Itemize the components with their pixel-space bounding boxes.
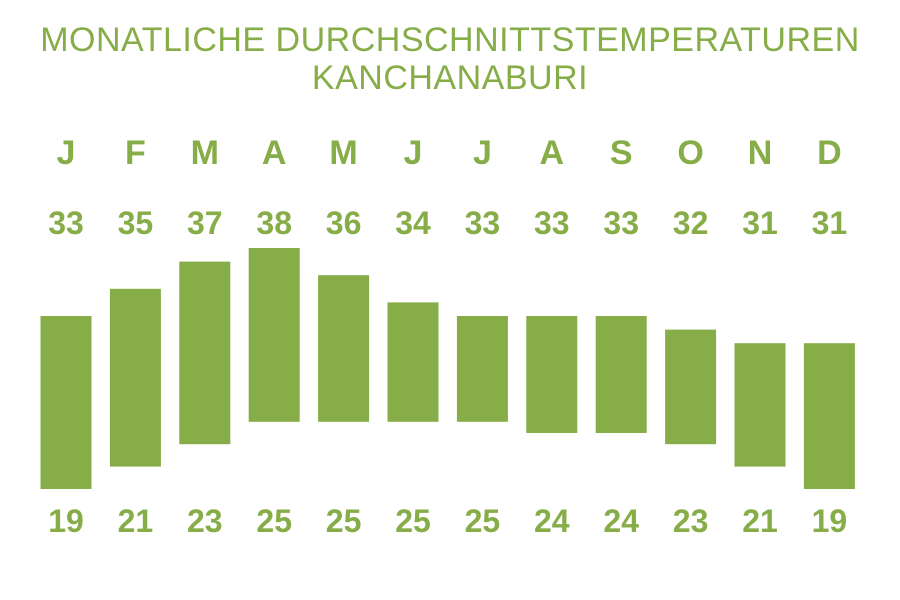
low-temp-label: 23: [187, 503, 223, 539]
high-temp-label: 33: [465, 205, 501, 241]
temperature-range-bar: [526, 316, 578, 433]
chart-title-line2: KANCHANABURI: [311, 59, 589, 97]
month-label: S: [610, 134, 633, 172]
month-label: D: [817, 134, 842, 172]
month-label: O: [677, 134, 703, 172]
month-label: J: [473, 134, 492, 172]
month-label: J: [57, 134, 76, 172]
month-label: A: [262, 134, 287, 172]
low-temp-label: 25: [256, 503, 292, 539]
low-temp-label: 23: [673, 503, 709, 539]
low-temp-label: 24: [603, 503, 639, 539]
temperature-range-bar: [40, 316, 92, 489]
high-temp-label: 32: [673, 205, 709, 241]
temperature-range-bar: [318, 275, 370, 422]
month-label: A: [540, 134, 565, 172]
temperature-range-bar: [734, 343, 786, 467]
chart-title-line1: MONATLICHE DURCHSCHNITTSTEMPERATUREN: [40, 21, 860, 59]
high-temp-label: 31: [812, 205, 848, 241]
month-label: N: [748, 134, 773, 172]
month-label: M: [191, 134, 219, 172]
high-temp-label: 33: [534, 205, 570, 241]
temperature-range-bar: [665, 329, 717, 445]
temperature-range-bar: [595, 316, 647, 433]
temperature-range-bar: [179, 261, 231, 445]
low-temp-label: 25: [465, 503, 501, 539]
high-temp-label: 35: [118, 205, 154, 241]
low-temp-label: 25: [395, 503, 431, 539]
low-temp-label: 21: [742, 503, 778, 539]
low-temp-label: 24: [534, 503, 570, 539]
high-temp-label: 31: [742, 205, 778, 241]
month-label: J: [404, 134, 423, 172]
low-temp-label: 21: [118, 503, 154, 539]
low-temp-label: 19: [48, 503, 84, 539]
temperature-range-bar: [456, 316, 508, 422]
month-label: F: [125, 134, 146, 172]
high-temp-label: 33: [603, 205, 639, 241]
low-temp-label: 19: [812, 503, 848, 539]
high-temp-label: 34: [395, 205, 431, 241]
temperature-range-bar: [248, 248, 300, 422]
high-temp-label: 33: [48, 205, 84, 241]
low-temp-label: 25: [326, 503, 362, 539]
high-temp-label: 38: [256, 205, 292, 241]
month-label: M: [329, 134, 357, 172]
high-temp-label: 37: [187, 205, 223, 241]
temperature-range-bar: [803, 343, 855, 489]
temperature-range-bar: [109, 288, 161, 467]
high-temp-label: 36: [326, 205, 362, 241]
temperature-range-bar: [387, 302, 439, 422]
